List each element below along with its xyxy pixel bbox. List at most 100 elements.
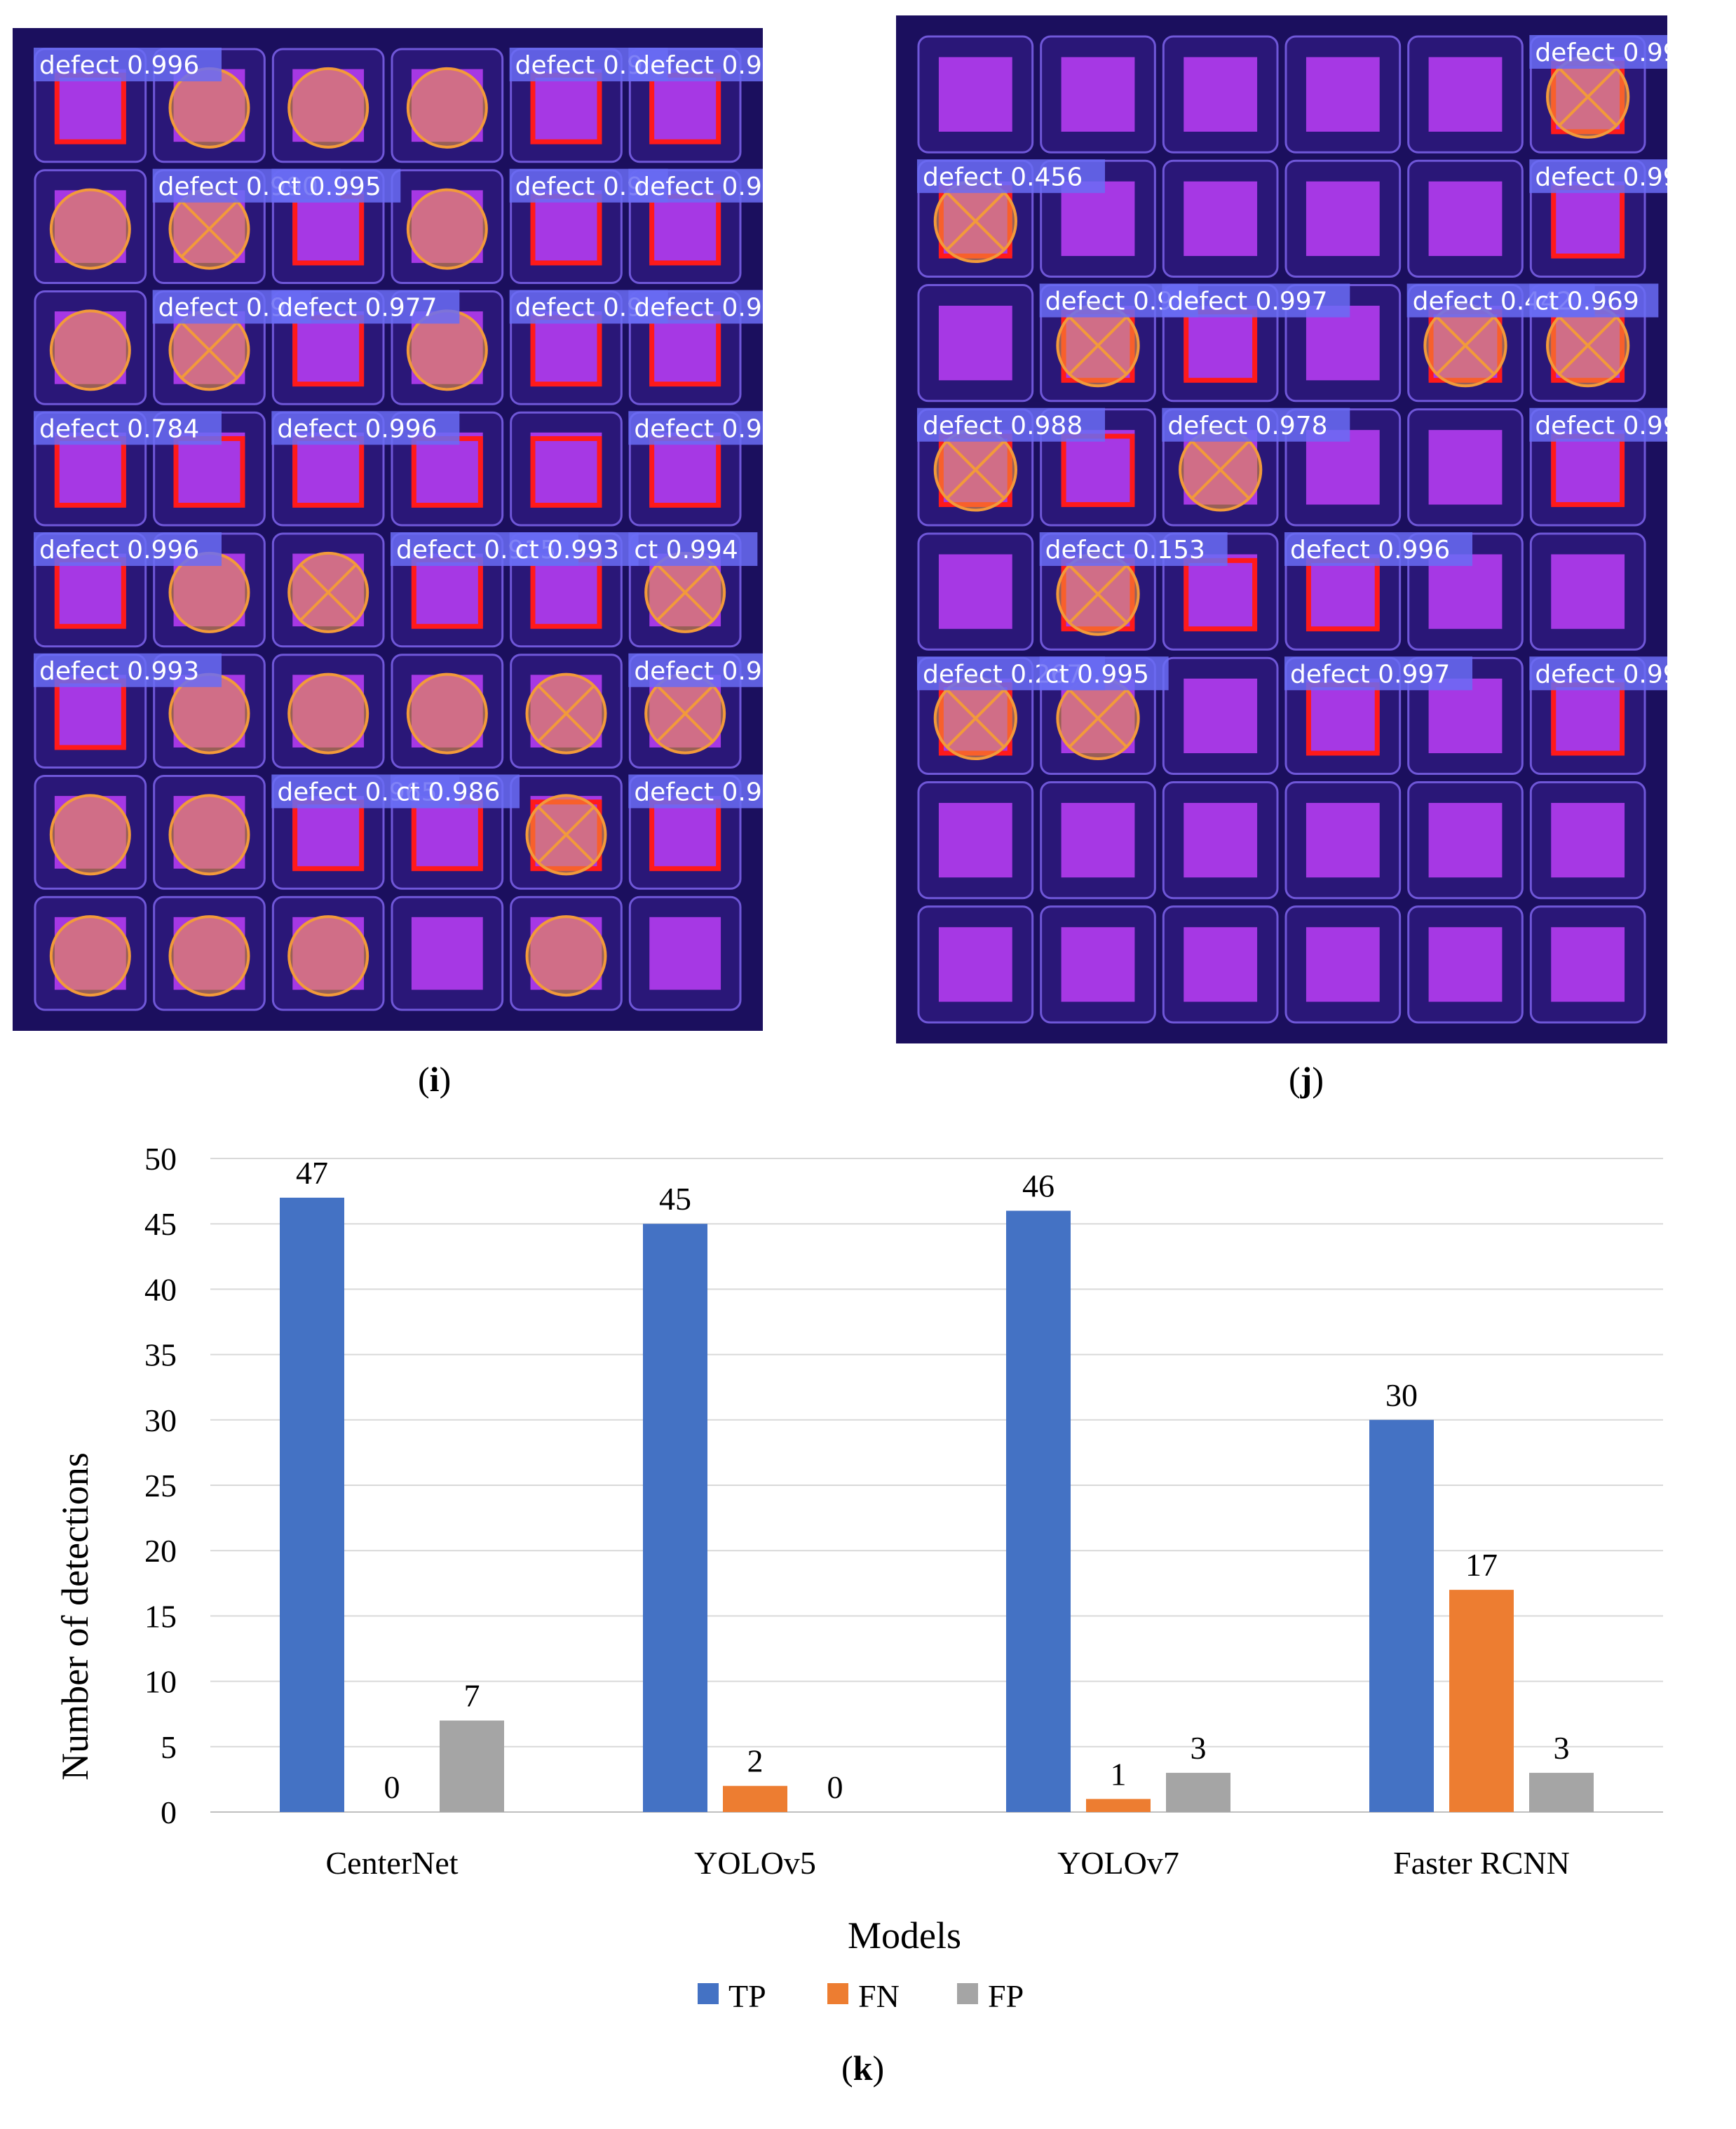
data-label: 7 — [464, 1678, 480, 1714]
cross-mark — [1558, 67, 1618, 126]
plant-plug — [1306, 430, 1380, 505]
y-tick-label: 5 — [161, 1729, 177, 1765]
y-tick-label: 15 — [144, 1598, 177, 1634]
plant-plug — [1428, 430, 1503, 505]
cross-mark — [537, 806, 595, 863]
detection-label: defect 0.996 — [39, 51, 199, 80]
bar-fp — [1529, 1773, 1594, 1812]
plant-plug — [1551, 430, 1625, 505]
plant-plug — [1184, 927, 1258, 1002]
plant-plug — [1306, 927, 1380, 1002]
detection-label-bg — [509, 532, 639, 566]
detection-label-bg — [1529, 283, 1659, 318]
x-category-label: CenterNet — [325, 1845, 458, 1881]
plant-plug — [1306, 802, 1380, 878]
y-axis-title: Number of detections — [54, 1452, 96, 1780]
y-tick-label: 0 — [161, 1795, 177, 1830]
detection-label: defect 0.996 — [277, 414, 437, 443]
data-label: 3 — [1554, 1730, 1570, 1766]
detection-label: ct 0.986 — [396, 778, 500, 807]
ground-truth-circle — [406, 188, 488, 270]
ground-truth-circle — [49, 188, 131, 270]
detection-label: defect 0.993 — [1535, 39, 1667, 67]
x-axis-categories: CenterNet YOLOv5 YOLOv7 Faster RCNN — [325, 1845, 1569, 1881]
detection-label: defect 0.9 — [515, 294, 643, 323]
y-axis-ticks: 0 5 10 15 20 25 30 35 40 45 50 — [144, 1141, 177, 1830]
detection-label: defect 0.153 — [1045, 536, 1205, 565]
detection-label-bg — [391, 774, 520, 809]
detection-box — [530, 435, 602, 508]
bar-fn — [723, 1785, 787, 1812]
detection-label: defect 0.996 — [634, 657, 763, 686]
data-label: 1 — [1111, 1756, 1127, 1792]
detection-label: defect 0.999 — [1535, 412, 1667, 440]
y-tick-label: 10 — [144, 1664, 177, 1700]
detection-label: defect 0.998 — [634, 51, 763, 80]
detection-label: defect 0.456 — [923, 163, 1083, 191]
bars: 47 0 7 45 2 0 46 1 3 30 17 3 — [280, 1155, 1594, 1812]
y-tick-label: 20 — [144, 1533, 177, 1569]
detection-label: defect 0.996 — [1290, 536, 1450, 565]
plant-plug — [1184, 554, 1258, 629]
y-tick-label: 40 — [144, 1271, 177, 1307]
detection-label: ct 0.969 — [1535, 288, 1639, 316]
plant-plug — [938, 802, 1012, 878]
plant-plug — [938, 554, 1012, 629]
plant-plug — [1428, 678, 1503, 754]
cross-mark — [1436, 316, 1495, 375]
detection-label-bg — [34, 532, 222, 566]
detection-label-bg — [917, 159, 1105, 194]
ground-truth-circle — [525, 915, 607, 997]
detection-label: defect 0.9 — [515, 173, 643, 201]
plant-plug — [1306, 305, 1380, 381]
x-category-label: YOLOv7 — [1057, 1845, 1179, 1881]
legend-label: FP — [988, 1978, 1024, 2014]
bar-fp — [440, 1720, 504, 1812]
bar-tp — [280, 1197, 344, 1812]
detection-label-bg — [1284, 532, 1472, 566]
x-category-label: YOLOv5 — [694, 1845, 816, 1881]
cross-mark — [946, 440, 1005, 499]
detection-label: defect 0.987 — [634, 778, 763, 807]
detection-label: ct 0.993 — [515, 536, 619, 565]
detection-label: defect 0.996 — [39, 536, 199, 565]
data-label: 45 — [659, 1181, 691, 1217]
plant-plug — [1428, 927, 1503, 1002]
detection-label-bg — [628, 411, 763, 445]
caption-j: (j) — [1289, 1060, 1324, 1099]
y-tick-label: 25 — [144, 1468, 177, 1503]
detection-label-bg — [1039, 532, 1228, 566]
plant-plug — [530, 432, 602, 506]
bar-tp — [643, 1224, 707, 1812]
cross-mark — [1069, 689, 1127, 748]
detection-image-j: defect 0.993 defect 0.456 defect 0.999 defe… — [896, 15, 1667, 1043]
plant-plug — [1551, 678, 1625, 754]
bar-fn — [1449, 1590, 1514, 1812]
detection-label-bg — [34, 48, 222, 81]
plant-plug — [1306, 678, 1380, 754]
plant-plug — [1184, 57, 1258, 132]
y-tick-label: 45 — [144, 1206, 177, 1242]
detection-label: ct 0.995 — [277, 173, 381, 201]
data-label: 2 — [747, 1743, 764, 1779]
plant-plug — [1428, 181, 1503, 257]
plant-plug — [938, 57, 1012, 132]
plant-plug — [1428, 554, 1503, 629]
detection-label-bg — [271, 290, 460, 324]
bar-tp — [1369, 1419, 1434, 1812]
cross-mark — [299, 564, 357, 621]
detection-label: defect 0.986 — [634, 294, 763, 323]
plant-plug — [1061, 802, 1135, 878]
detection-label-bg — [1529, 35, 1667, 69]
data-label: 0 — [384, 1769, 400, 1805]
plant-plug — [1306, 57, 1380, 132]
detection-label: defect 0.9 — [1045, 288, 1173, 316]
detection-label-bg — [628, 290, 763, 324]
plant-plug — [1306, 554, 1380, 629]
plant-plug — [1184, 305, 1258, 381]
detection-label-bg — [1529, 159, 1667, 194]
cross-mark — [537, 684, 595, 743]
caption-i: (i) — [418, 1060, 452, 1099]
data-label: 17 — [1465, 1547, 1498, 1583]
cross-mark — [946, 191, 1005, 251]
